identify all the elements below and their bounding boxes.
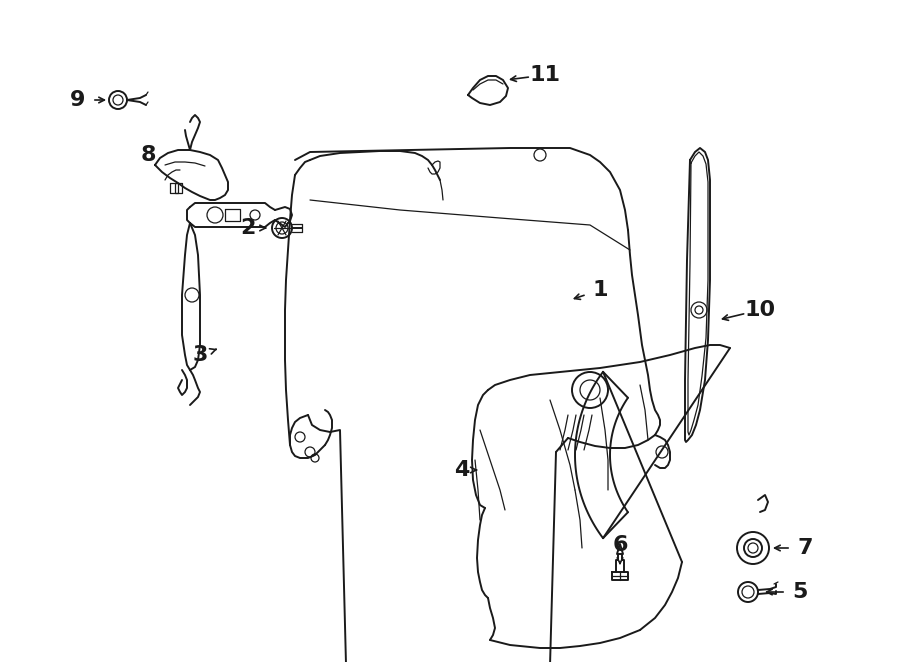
- Text: 10: 10: [744, 300, 776, 320]
- Text: 11: 11: [529, 65, 561, 85]
- Text: 1: 1: [592, 280, 608, 300]
- Text: 2: 2: [240, 218, 256, 238]
- Text: 6: 6: [612, 535, 628, 555]
- Text: 5: 5: [792, 582, 807, 602]
- Text: 4: 4: [454, 460, 470, 480]
- Text: 8: 8: [140, 145, 156, 165]
- Text: 3: 3: [193, 345, 208, 365]
- Text: 7: 7: [797, 538, 813, 558]
- Text: 9: 9: [70, 90, 86, 110]
